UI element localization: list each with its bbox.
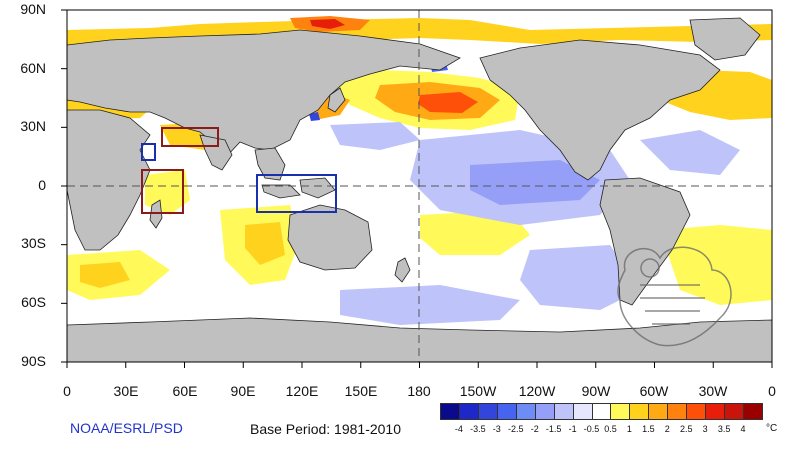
lat-label-60s: 60S xyxy=(21,294,46,310)
land-south-america xyxy=(599,177,691,306)
lon-label-60e: 60E xyxy=(172,383,198,399)
red-box-arabian-sea xyxy=(161,127,219,147)
base-period-label: Base Period: 1981-2010 xyxy=(250,421,401,437)
legend-swatch xyxy=(686,403,707,420)
legend-tick-label: -4 xyxy=(454,424,463,434)
lat-label-90s: 90S xyxy=(21,353,46,369)
anomaly-kuroshio-cold xyxy=(309,112,320,121)
land-greenland xyxy=(689,17,761,61)
lon-label-150e: 150E xyxy=(344,383,378,399)
land-japan xyxy=(327,87,346,113)
anomaly-arctic-red xyxy=(310,19,345,29)
sst-anomaly-map xyxy=(61,9,773,368)
anomaly-north-pacific-cool xyxy=(330,122,420,150)
legend-tick-label: -0.5 xyxy=(583,424,600,434)
land-indonesia-2 xyxy=(299,177,336,199)
anomaly-s-indian-ocean-orange xyxy=(245,222,285,265)
lon-label-150w: 150W xyxy=(459,383,497,399)
legend-tick-label: -3.5 xyxy=(470,424,486,434)
legend-swatch xyxy=(496,403,517,420)
land-africa xyxy=(66,109,151,251)
lon-label-30w: 30W xyxy=(698,383,728,399)
legend-swatch xyxy=(534,403,555,420)
lon-label-60w: 60W xyxy=(639,383,669,399)
legend-tick-label: 1.5 xyxy=(642,424,655,434)
legend-swatch xyxy=(591,403,612,420)
land-indonesia-1 xyxy=(261,184,301,199)
anomaly-s-atlantic-orange xyxy=(80,262,130,288)
land-new-zealand xyxy=(394,257,411,283)
legend-tick-label: -2.5 xyxy=(507,424,524,434)
lon-label-120e: 120E xyxy=(285,383,319,399)
anomaly-north-pacific-red xyxy=(418,92,478,113)
legend-swatch xyxy=(458,403,479,420)
legend-tick-label: 3.5 xyxy=(717,424,731,434)
legend-swatch xyxy=(572,403,593,420)
lat-label-0: 0 xyxy=(38,177,46,193)
legend-tick-label: 3 xyxy=(702,424,708,434)
source-credit: NOAA/ESRL/PSD xyxy=(70,420,183,436)
land-eurasia xyxy=(66,29,461,159)
lon-label-120w: 120W xyxy=(518,383,556,399)
lon-label-0-left: 0 xyxy=(63,383,71,399)
legend-swatch xyxy=(743,403,763,420)
legend-swatch xyxy=(629,403,650,420)
legend-tick-label: -2 xyxy=(530,424,539,434)
lat-label-30n: 30N xyxy=(20,118,46,134)
land-southeast-asia xyxy=(254,147,286,181)
lon-label-90w: 90W xyxy=(581,383,611,399)
legend-swatch xyxy=(705,403,726,420)
legend-unit-label: °C xyxy=(766,423,778,434)
anomaly-southern-ocean-cool xyxy=(340,285,520,325)
watermark-emblem xyxy=(617,246,732,347)
color-legend-bar xyxy=(440,403,763,422)
legend-tick-label: 0.5 xyxy=(604,424,617,434)
legend-tick-label: 2 xyxy=(664,424,670,434)
legend-tick-label: -1.5 xyxy=(545,424,562,434)
anomaly-tropical-pacific-cooler xyxy=(470,160,600,205)
legend-tick-label: 4 xyxy=(740,424,746,434)
legend-tick-label: -1 xyxy=(568,424,577,434)
red-box-western-indian-ocean xyxy=(141,169,184,214)
legend-tick-label: 2.5 xyxy=(679,424,693,434)
lat-label-60n: 60N xyxy=(20,60,46,76)
lat-label-30s: 30S xyxy=(21,235,46,251)
legend-swatch xyxy=(553,403,574,420)
blue-box-red-sea xyxy=(141,143,156,161)
legend-swatch xyxy=(724,403,745,420)
legend-swatch xyxy=(648,403,669,420)
land-india xyxy=(199,134,233,171)
lat-label-90n: 90N xyxy=(20,1,46,17)
legend-swatch xyxy=(667,403,688,420)
anomaly-east-pacific-cool xyxy=(520,245,640,310)
lon-label-30e: 30E xyxy=(113,383,139,399)
legend-swatch xyxy=(477,403,498,420)
anomaly-atlantic-cool xyxy=(640,130,740,175)
blue-box-maritime-continent xyxy=(256,174,337,213)
land-australia xyxy=(287,204,373,271)
legend-tick-label: 1 xyxy=(626,424,632,434)
legend-tick-label: -3 xyxy=(492,424,501,434)
land-north-america xyxy=(479,39,721,181)
legend-swatch xyxy=(515,403,536,420)
lon-label-90e: 90E xyxy=(230,383,256,399)
lon-label-180: 180 xyxy=(407,383,431,399)
axis-ticks xyxy=(61,9,773,368)
legend-swatch xyxy=(440,403,460,420)
legend-swatch xyxy=(610,403,631,420)
lon-label-0-right: 0 xyxy=(768,383,776,399)
